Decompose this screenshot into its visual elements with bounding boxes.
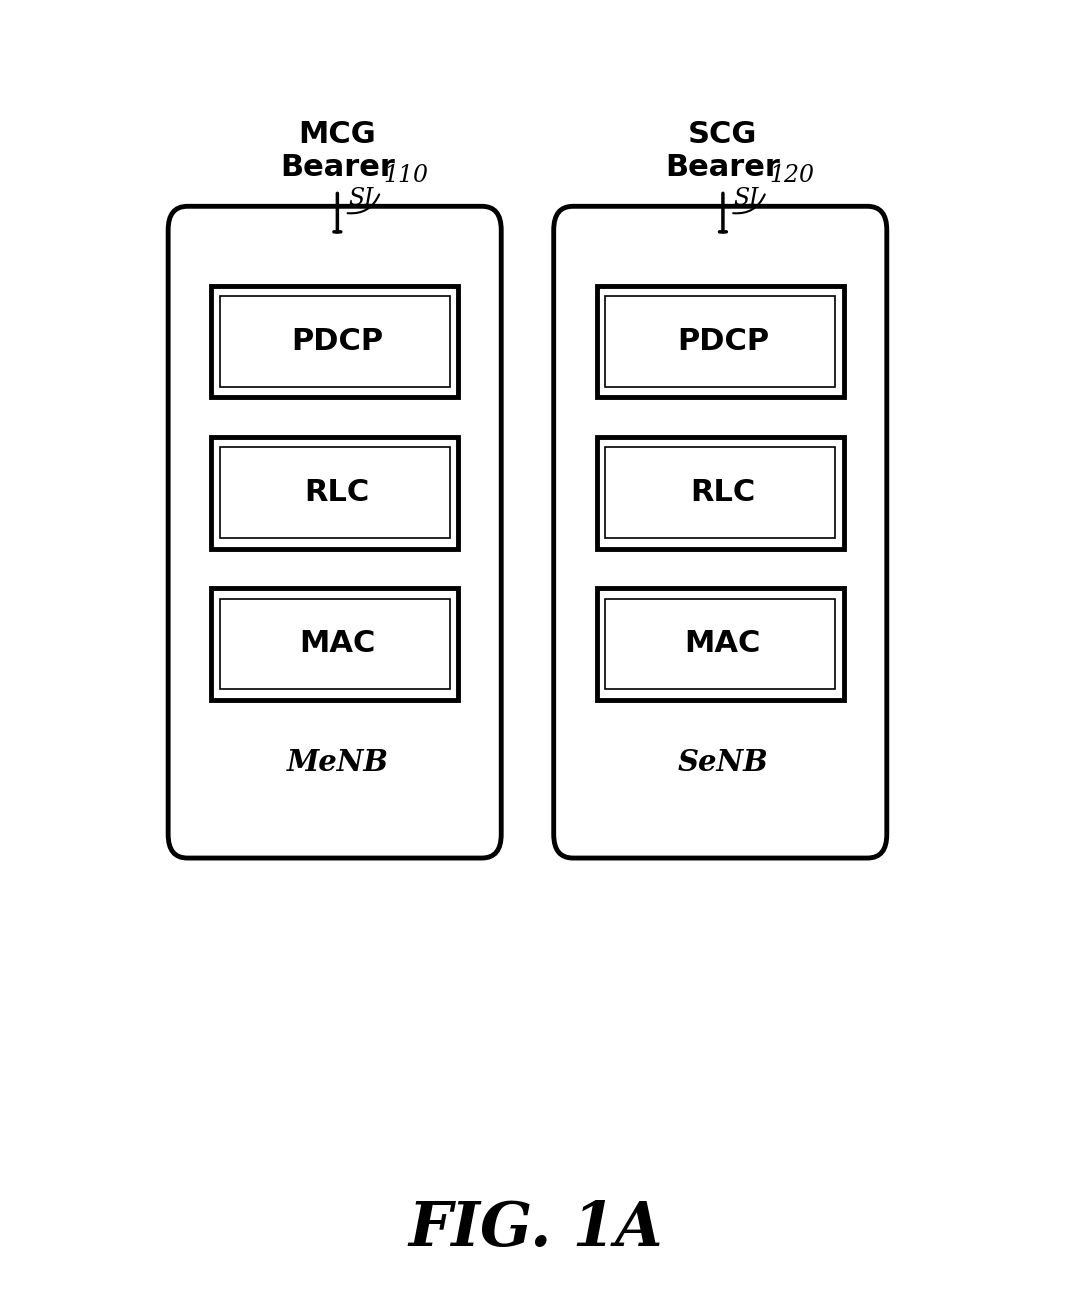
- Bar: [597, 286, 844, 398]
- Bar: [211, 286, 458, 398]
- Text: 110: 110: [383, 163, 428, 187]
- FancyBboxPatch shape: [168, 206, 501, 858]
- FancyArrowPatch shape: [734, 194, 765, 213]
- Text: SI: SI: [348, 187, 374, 210]
- FancyArrowPatch shape: [348, 194, 379, 213]
- Bar: [220, 297, 450, 386]
- Text: PDCP: PDCP: [677, 327, 769, 356]
- Bar: [605, 297, 835, 386]
- Text: MAC: MAC: [684, 629, 761, 658]
- Text: FIG. 1A: FIG. 1A: [408, 1198, 663, 1259]
- Text: MeNB: MeNB: [286, 748, 389, 777]
- Text: MCG
Bearer: MCG Bearer: [280, 120, 395, 183]
- Bar: [605, 447, 835, 539]
- Bar: [220, 447, 450, 539]
- FancyBboxPatch shape: [554, 206, 887, 858]
- Text: 120: 120: [769, 163, 814, 187]
- Text: SI: SI: [734, 187, 759, 210]
- Bar: [597, 589, 844, 699]
- Text: MAC: MAC: [299, 629, 376, 658]
- Text: PDCP: PDCP: [291, 327, 383, 356]
- Bar: [220, 599, 450, 689]
- Text: SCG
Bearer: SCG Bearer: [665, 120, 781, 183]
- Text: SeNB: SeNB: [678, 748, 768, 777]
- Bar: [211, 438, 458, 549]
- Text: RLC: RLC: [691, 478, 755, 507]
- Text: RLC: RLC: [305, 478, 369, 507]
- Bar: [605, 599, 835, 689]
- Bar: [211, 589, 458, 699]
- Bar: [597, 438, 844, 549]
